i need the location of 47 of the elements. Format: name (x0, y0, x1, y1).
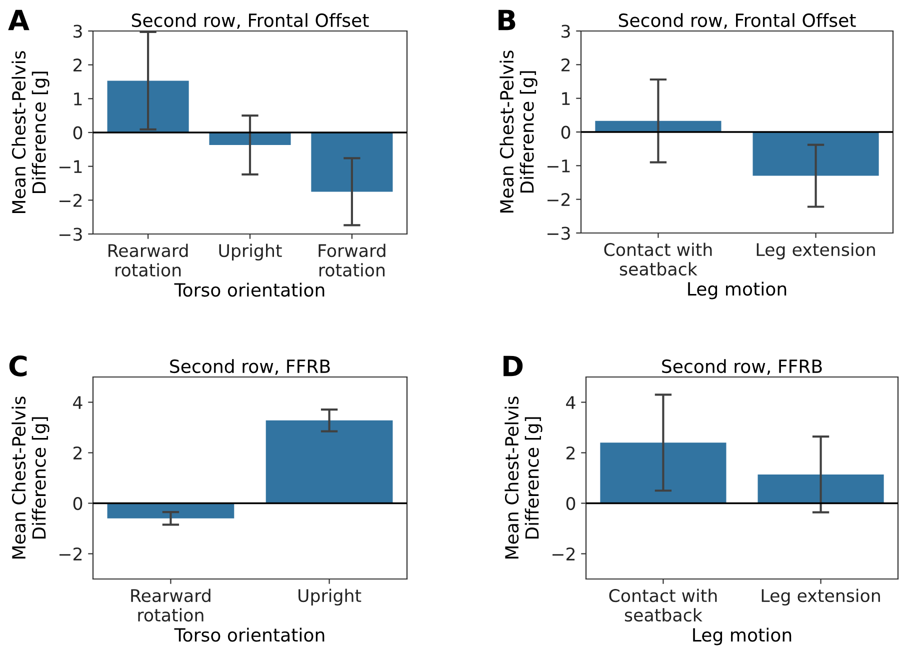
y-tick-label: −3 (60, 228, 82, 241)
y-tick-label: 4 (73, 396, 82, 409)
y-tick-label: −2 (548, 193, 570, 206)
y-tick-label: −3 (548, 226, 570, 240)
y-tick-label: −1 (60, 160, 82, 173)
chart-title: Second row, FFRB (170, 359, 330, 375)
y-tick-label: −2 (60, 194, 82, 207)
chart-title: Second row, FFRB (662, 359, 822, 375)
x-axis-title: Leg motion (693, 628, 792, 646)
y-tick-label: −1 (548, 160, 570, 172)
y-tick-label: 3 (74, 24, 82, 38)
y-tick-label: 2 (74, 446, 82, 460)
x-axis-title: Leg motion (688, 282, 786, 300)
y-tick-label: 1 (74, 92, 82, 106)
y-tick-label: 0 (73, 126, 82, 140)
y-tick-label: 0 (561, 126, 570, 139)
y-axis-title: Mean Chest-Pelvis Difference [g] (500, 50, 538, 213)
y-tick-label: 3 (562, 24, 570, 38)
text: B (498, 10, 516, 30)
y-axis-title: Mean Chest-Pelvis Difference [g] (504, 396, 542, 559)
x-tick-label: Rearward rotation (108, 244, 188, 277)
y-tick-label: 0 (566, 496, 576, 510)
y-tick-label: 0 (73, 496, 82, 510)
x-axis-title: Torso orientation (174, 282, 324, 297)
x-tick-label: Upright (219, 244, 282, 261)
y-tick-label: −2 (552, 547, 575, 560)
y-axis-title: Mean Chest-Pelvis Difference [g] (12, 396, 50, 559)
x-tick-label: Contact with seatback (609, 588, 717, 622)
x-tick-label: Leg extension (762, 588, 880, 606)
y-axis-title: Mean Chest-Pelvis Difference [g] (12, 51, 50, 214)
y-tick-label: 2 (74, 58, 82, 72)
y-tick-label: −2 (60, 547, 82, 560)
y-tick-label: 1 (562, 92, 570, 105)
x-axis-title: Torso orientation (174, 628, 324, 642)
y-tick-label: 4 (566, 396, 576, 409)
x-tick-label: Leg extension (756, 242, 875, 260)
x-tick-label: Rearward rotation (131, 588, 210, 622)
x-tick-label: Contact with seatback (604, 242, 712, 276)
y-tick-label: 2 (562, 58, 570, 72)
text: C (9, 355, 27, 376)
text: A (8, 10, 30, 30)
y-tick-label: 2 (566, 446, 575, 460)
x-tick-label: Upright (298, 588, 362, 606)
x-tick-label: Forward rotation (318, 244, 386, 277)
chart-title: Second row, Frontal Offset (618, 13, 856, 29)
chart-title: Second row, Frontal Offset (132, 13, 369, 29)
text: D (504, 356, 523, 376)
